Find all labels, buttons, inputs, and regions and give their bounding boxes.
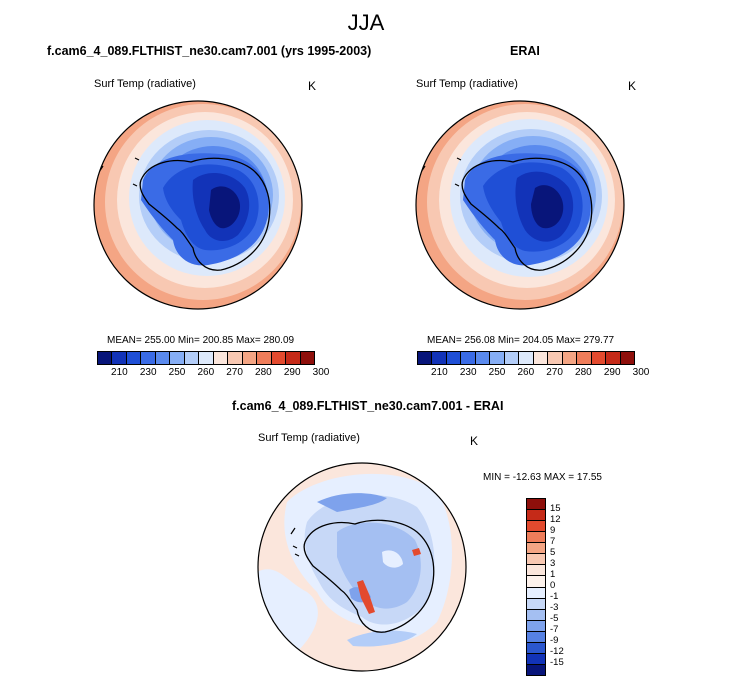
colorbar-swatch <box>527 510 545 522</box>
colorbar-swatch <box>527 499 545 511</box>
colorbar-swatch <box>286 352 301 364</box>
figure-title: JJA <box>347 10 385 35</box>
panel-title-model: f.cam6_4_089.FLTHIST_ne30.cam7.001 (yrs … <box>47 44 372 58</box>
colorbar-diff-tick-label: -3 <box>550 602 559 613</box>
colorbar-swatch <box>527 598 545 610</box>
colorbar-swatch <box>606 352 621 364</box>
polar-map-erai <box>415 100 625 310</box>
colorbar-swatch <box>527 609 545 621</box>
colorbar-swatch <box>620 352 635 364</box>
colorbar-diff-tick-label: 1 <box>550 569 556 580</box>
colorbar-swatch <box>527 576 545 588</box>
colorbar-swatch <box>98 352 113 364</box>
colorbar-swatch <box>271 352 287 364</box>
colorbar-diff-tick-label: 5 <box>550 547 556 558</box>
colorbar-swatch <box>155 352 171 364</box>
variable-label-diff: Surf Temp (radiative) <box>258 432 360 444</box>
colorbar-swatch <box>446 352 462 364</box>
unit-label-erai: K <box>628 79 637 93</box>
stats-diff: MIN = -12.63 MAX = 17.55 <box>483 472 602 483</box>
colorbar-erai-tick-label: 270 <box>546 367 563 378</box>
colorbar-swatch <box>527 554 545 566</box>
colorbar-swatch <box>213 352 229 364</box>
colorbar-erai-tick-label: 230 <box>459 367 477 378</box>
colorbar-diff-tick-label: 3 <box>550 558 556 569</box>
colorbar-model <box>97 351 315 365</box>
colorbar-diff-tick-label: -7 <box>550 624 559 635</box>
colorbar-swatch <box>577 352 592 364</box>
colorbar-erai-tick-label: 210 <box>431 367 448 378</box>
colorbar-swatch <box>591 352 607 364</box>
colorbar-model-tick-label: 260 <box>197 367 215 378</box>
unit-label-model: K <box>308 79 317 93</box>
colorbar-erai <box>417 351 635 365</box>
colorbar-model-tick-label: 210 <box>111 367 128 378</box>
panel-title-erai: ERAI <box>510 44 540 58</box>
variable-label-erai: Surf Temp (radiative) <box>416 78 518 90</box>
colorbar-erai-tick-label: 260 <box>517 367 535 378</box>
colorbar-swatch <box>527 620 545 632</box>
colorbar-swatch <box>257 352 272 364</box>
colorbar-swatch <box>527 543 545 555</box>
colorbar-swatch <box>432 352 447 364</box>
colorbar-swatch <box>418 352 433 364</box>
colorbar-diff-tick-label: -1 <box>550 591 559 602</box>
colorbar-swatch <box>242 352 258 364</box>
colorbar-swatch <box>170 352 185 364</box>
colorbar-swatch <box>519 352 534 364</box>
colorbar-swatch <box>228 352 243 364</box>
colorbar-swatch <box>126 352 142 364</box>
colorbar-swatch <box>527 565 545 577</box>
colorbar-erai-tick-label: 280 <box>575 367 592 378</box>
colorbar-erai-tick-label: 290 <box>603 367 621 378</box>
colorbar-swatch <box>548 352 563 364</box>
colorbar-swatch <box>527 664 545 675</box>
stats-model: MEAN= 255.00 Min= 200.85 Max= 280.09 <box>107 335 295 346</box>
unit-label-diff: K <box>470 434 479 448</box>
colorbar-swatch <box>199 352 214 364</box>
colorbar-diff-tick-label: -15 <box>550 657 564 668</box>
variable-label-model: Surf Temp (radiative) <box>94 78 196 90</box>
colorbar-swatch <box>504 352 520 364</box>
colorbar-erai-tick-label: 300 <box>632 367 650 378</box>
colorbar-model-tick-label: 250 <box>168 367 186 378</box>
colorbar-diff-tick-label: -12 <box>550 646 564 657</box>
colorbar-swatch <box>184 352 200 364</box>
colorbar-model-tick-label: 300 <box>312 367 330 378</box>
colorbar-diff-tick-label: 7 <box>550 536 556 547</box>
colorbar-swatch <box>527 521 545 533</box>
colorbar-swatch <box>490 352 505 364</box>
polar-map-model <box>93 100 303 310</box>
polar-map-diff <box>257 462 467 672</box>
colorbar-swatch <box>527 653 545 665</box>
colorbar-swatch <box>527 642 545 654</box>
colorbar-diff <box>526 498 546 676</box>
colorbar-model-tick-label: 270 <box>226 367 243 378</box>
colorbar-diff-tick-label: 15 <box>550 503 561 514</box>
colorbar-swatch <box>527 631 545 643</box>
colorbar-diff-tick-label: -5 <box>550 613 559 624</box>
colorbar-model-tick-label: 290 <box>283 367 301 378</box>
colorbar-swatch <box>112 352 127 364</box>
colorbar-erai-tick-label: 250 <box>488 367 506 378</box>
colorbar-model-tick-label: 280 <box>255 367 272 378</box>
colorbar-swatch <box>141 352 156 364</box>
colorbar-swatch <box>527 532 545 544</box>
colorbar-diff-tick-label: 0 <box>550 580 556 591</box>
colorbar-diff-tick-label: 9 <box>550 525 556 536</box>
colorbar-diff-tick-label: -9 <box>550 635 559 646</box>
colorbar-diff-tick-label: 12 <box>550 514 561 525</box>
colorbar-model-tick-label: 230 <box>139 367 157 378</box>
colorbar-swatch <box>527 587 545 599</box>
colorbar-swatch <box>475 352 491 364</box>
colorbar-swatch <box>562 352 578 364</box>
stats-erai: MEAN= 256.08 Min= 204.05 Max= 279.77 <box>427 335 615 346</box>
panel-title-diff: f.cam6_4_089.FLTHIST_ne30.cam7.001 - ERA… <box>232 399 504 413</box>
colorbar-swatch <box>533 352 549 364</box>
colorbar-swatch <box>461 352 476 364</box>
colorbar-swatch <box>300 352 315 364</box>
